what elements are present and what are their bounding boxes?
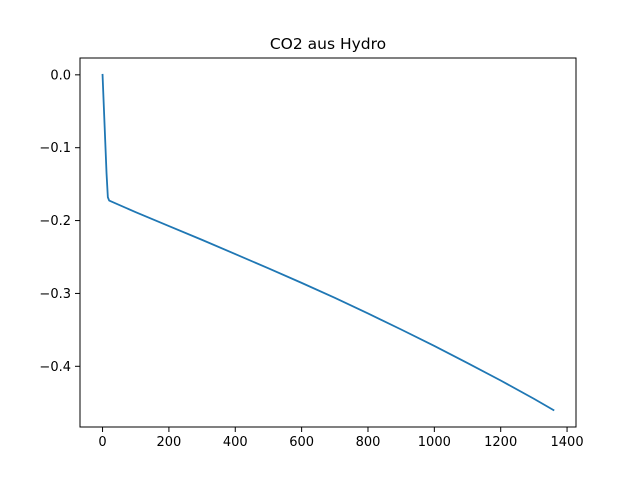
chart-title: CO2 aus Hydro (270, 35, 386, 53)
y-tick-label: −0.1 (39, 141, 71, 156)
y-axis: 0.0 −0.1 −0.2 −0.3 −0.4 (39, 68, 80, 375)
x-tick-label: 200 (156, 435, 181, 450)
y-tick-label: −0.2 (39, 214, 71, 229)
x-tick-label: 1400 (551, 435, 584, 450)
x-axis: 0 200 400 600 800 1000 1200 1400 (98, 427, 584, 450)
x-tick-label: 600 (289, 435, 314, 450)
y-tick-label: 0.0 (50, 68, 71, 83)
series-layer (101, 73, 555, 412)
y-tick-label: −0.3 (39, 287, 71, 302)
y-tick-label: −0.4 (39, 360, 71, 375)
x-tick-label: 0 (98, 435, 106, 450)
plot-frame (79, 57, 577, 428)
x-tick-label: 1200 (484, 435, 517, 450)
x-tick-label: 400 (223, 435, 248, 450)
plot-area (79, 57, 577, 428)
x-tick-label: 1000 (418, 435, 451, 450)
x-tick-label: 800 (356, 435, 381, 450)
series-line (101, 73, 555, 412)
